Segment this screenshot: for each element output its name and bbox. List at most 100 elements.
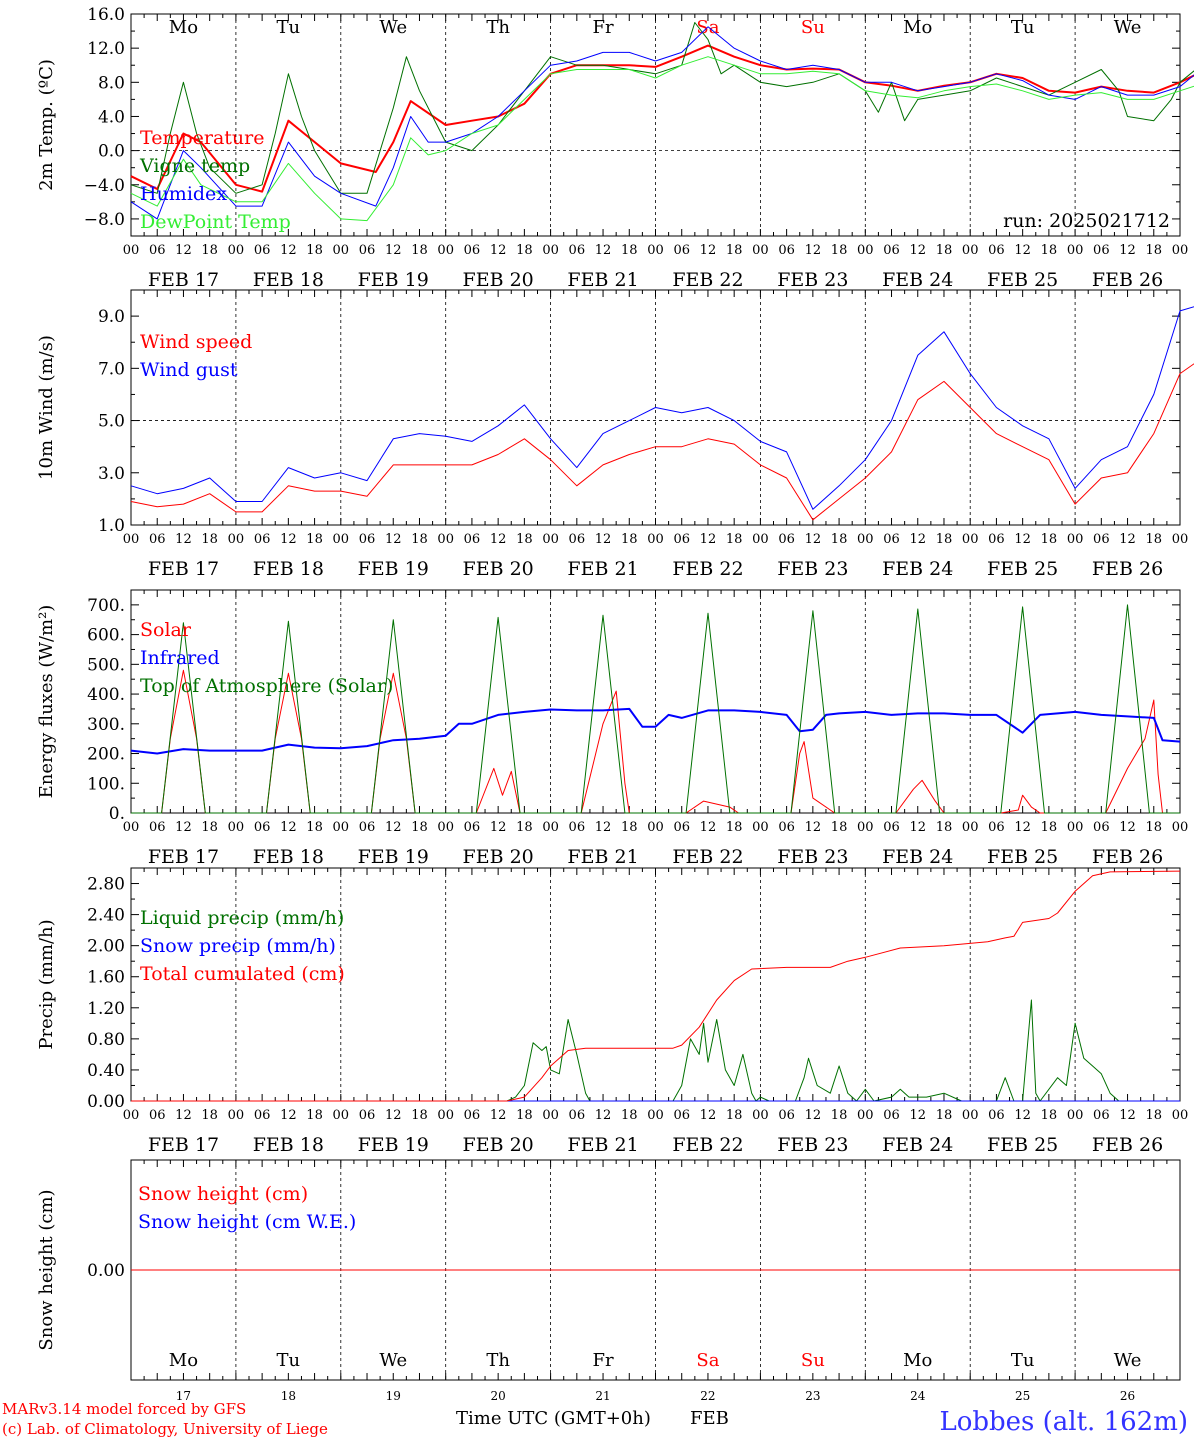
chart-panel-4: 0.00 0.40 0.80 1.20 1.60 2.00 2.40 2.80 Precip (… [36, 867, 1188, 1156]
date-label: FEB 22 [672, 1134, 743, 1156]
hour-tick-label: 06 [359, 820, 376, 835]
hour-tick-label: 00 [857, 532, 874, 547]
y-tick-label: −4.0 [84, 176, 125, 196]
legend-entry: Total cumulated (cm) [140, 963, 345, 985]
day-number-label: 24 [910, 1389, 926, 1403]
hour-tick-label: 12 [595, 820, 612, 835]
hour-tick-label: 12 [909, 243, 926, 258]
legend-entry: Snow height (cm) [138, 1183, 308, 1205]
hour-tick-label: 06 [359, 243, 376, 258]
day-number-label: 19 [386, 1389, 401, 1403]
hour-tick-label: 00 [857, 243, 874, 258]
date-label: FEB 23 [777, 558, 848, 580]
hour-tick-label: 12 [595, 1108, 612, 1123]
y-tick-label: 0.40 [87, 1061, 125, 1081]
hour-tick-label: 12 [1119, 532, 1136, 547]
hour-tick-label: 18 [411, 820, 428, 835]
hour-tick-label: 06 [673, 820, 690, 835]
hour-tick-label: 12 [280, 532, 297, 547]
hour-tick-label: 06 [778, 532, 795, 547]
hour-tick-label: 12 [805, 820, 822, 835]
hour-tick-label: 12 [1014, 243, 1031, 258]
hour-tick-label: 00 [1067, 820, 1084, 835]
hour-tick-label: 12 [595, 532, 612, 547]
y-axis-label: Snow height (cm) [36, 1189, 57, 1350]
hour-tick-label: 00 [1067, 1108, 1084, 1123]
hour-tick-label: 12 [805, 243, 822, 258]
hour-tick-label: 18 [1041, 532, 1058, 547]
hour-tick-label: 18 [201, 532, 218, 547]
weekday-label: Th [486, 17, 510, 38]
legend-entry: Wind speed [140, 331, 252, 353]
hour-tick-label: 18 [1146, 532, 1163, 547]
hour-tick-label: 12 [385, 532, 402, 547]
hour-tick-label: 12 [490, 820, 507, 835]
date-label: FEB 26 [1092, 1134, 1163, 1156]
time-axis-label: Time UTC (GMT+0h) [456, 1408, 651, 1429]
hour-tick-label: 18 [1041, 1108, 1058, 1123]
y-tick-label: 400. [87, 685, 125, 705]
date-label: FEB 25 [987, 558, 1058, 580]
day-number-label: 17 [176, 1389, 191, 1403]
weekday-label: Su [801, 1350, 825, 1371]
hour-tick-label: 00 [333, 532, 350, 547]
date-label: FEB 18 [253, 1134, 324, 1156]
hour-tick-label: 12 [1014, 1108, 1031, 1123]
hour-tick-label: 06 [883, 532, 900, 547]
y-axis-label: Precip (mm/h) [36, 919, 57, 1049]
hour-tick-label: 00 [228, 243, 245, 258]
series-line [130, 56, 1194, 222]
date-label: FEB 20 [463, 558, 534, 580]
hour-tick-label: 18 [411, 532, 428, 547]
hour-tick-label: 18 [1146, 1108, 1163, 1123]
hour-tick-label: 18 [726, 820, 743, 835]
hour-tick-label: 06 [359, 532, 376, 547]
date-label: FEB 21 [567, 846, 638, 868]
legend-entry: Humidex [140, 183, 227, 205]
series-line [130, 26, 1194, 220]
hour-tick-label: 18 [621, 820, 638, 835]
hour-tick-label: 18 [516, 532, 533, 547]
legend-entry: Vigne temp [139, 155, 250, 177]
legend-entry: Top of Atmosphere (Solar) [140, 675, 393, 697]
y-tick-label: 3.0 [98, 464, 125, 484]
hour-tick-label: 06 [1093, 532, 1110, 547]
station-label: Lobbes (alt. 162m) [939, 1407, 1188, 1437]
hour-tick-label: 18 [831, 243, 848, 258]
weekday-label: Fr [593, 17, 614, 38]
series-line [130, 22, 1194, 194]
hour-tick-label: 12 [1014, 820, 1031, 835]
hour-tick-label: 18 [306, 532, 323, 547]
hour-tick-label: 00 [857, 1108, 874, 1123]
date-label: FEB 21 [567, 1134, 638, 1156]
weekday-label: We [379, 17, 407, 38]
hour-tick-label: 00 [437, 820, 454, 835]
y-tick-label: 0.00 [87, 1092, 125, 1112]
hour-tick-label: 18 [411, 1108, 428, 1123]
y-tick-label: 9.0 [98, 307, 125, 327]
y-tick-label: 1.60 [87, 968, 125, 988]
hour-tick-label: 18 [201, 820, 218, 835]
hour-tick-label: 00 [752, 243, 769, 258]
weekday-label: Tu [277, 1350, 301, 1371]
hour-tick-label: 06 [254, 1108, 271, 1123]
hour-tick-label: 12 [700, 243, 717, 258]
y-tick-label: 12.0 [87, 39, 125, 59]
date-label: FEB 18 [253, 269, 324, 291]
date-label: FEB 22 [672, 558, 743, 580]
hour-tick-label: 00 [123, 243, 140, 258]
hour-tick-label: 06 [1093, 820, 1110, 835]
date-label: FEB 20 [463, 846, 534, 868]
date-label: FEB 26 [1092, 558, 1163, 580]
legend-entry: Wind gust [140, 359, 238, 381]
hour-tick-label: 06 [254, 532, 271, 547]
hour-tick-label: 00 [123, 1108, 140, 1123]
weekday-label: Tu [1011, 17, 1035, 38]
hour-tick-label: 00 [228, 820, 245, 835]
y-tick-label: 2.00 [87, 937, 125, 957]
date-label: FEB 18 [253, 846, 324, 868]
hour-tick-label: 06 [778, 820, 795, 835]
date-label: FEB 17 [148, 269, 219, 291]
hour-tick-label: 00 [647, 243, 664, 258]
